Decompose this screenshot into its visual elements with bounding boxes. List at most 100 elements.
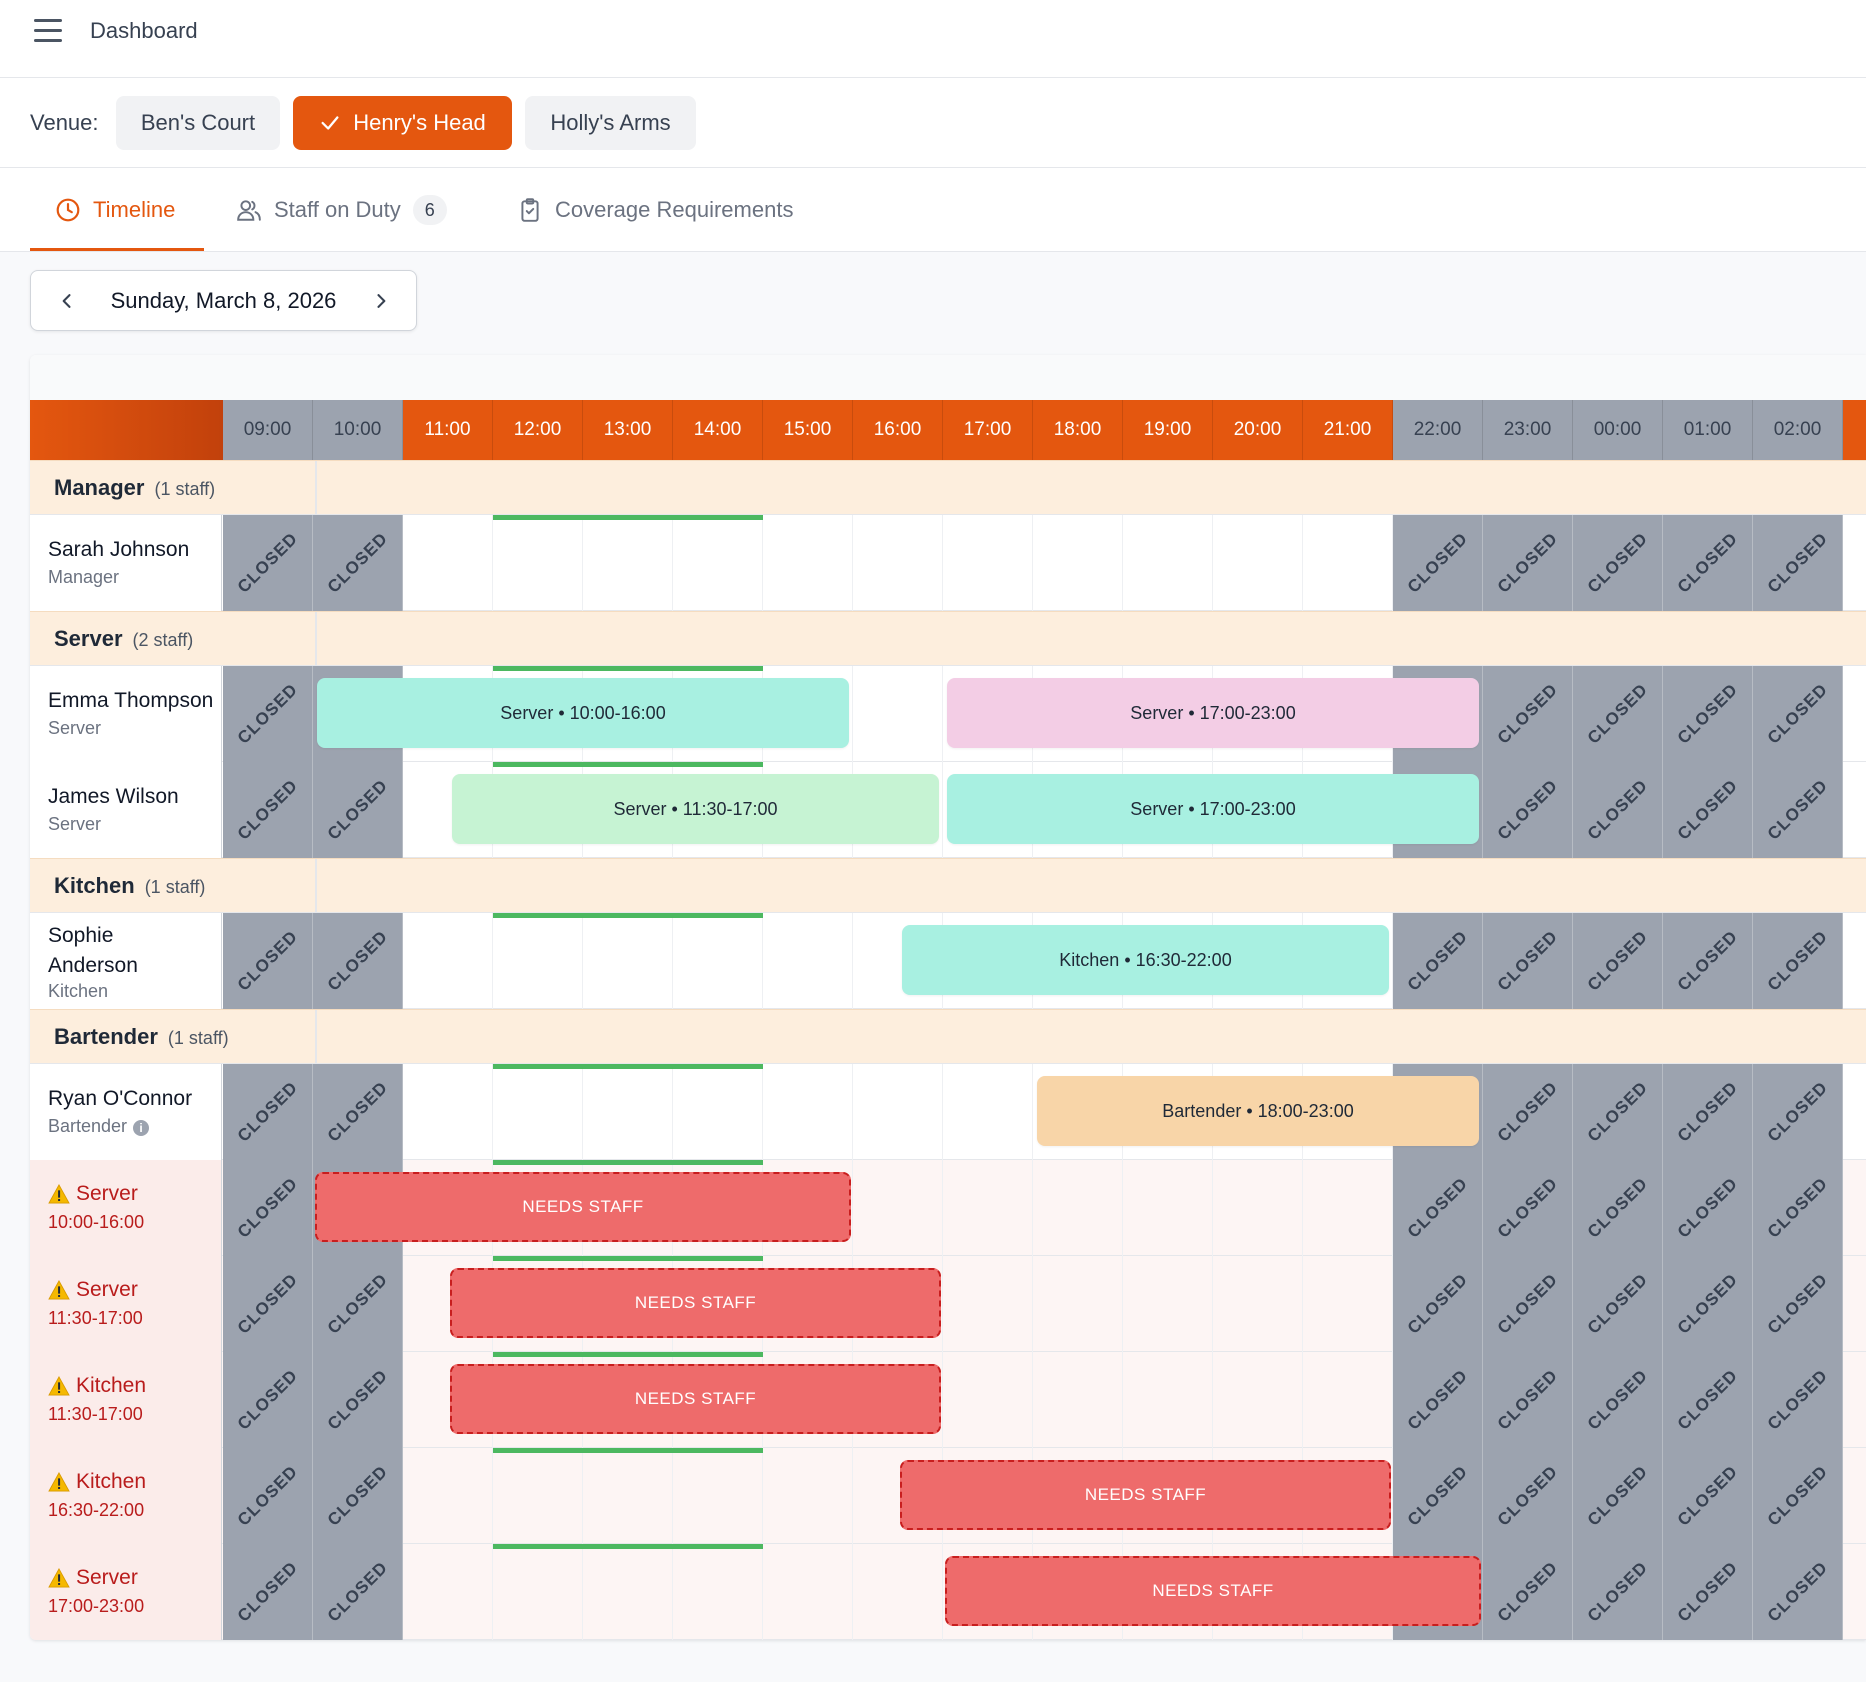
closed-label: CLOSED <box>1673 775 1742 844</box>
staff-name: Ryan O'Connor <box>48 1087 193 1110</box>
closed-label: CLOSED <box>1583 1461 1652 1530</box>
venue-option-henrys-head[interactable]: Henry's Head <box>293 96 512 150</box>
warning-icon <box>48 1568 70 1588</box>
closed-cell: CLOSED <box>1573 913 1663 1009</box>
uncovered-shift-cell: Server 17:00-23:00 <box>30 1544 222 1640</box>
hour-cell <box>583 913 673 1009</box>
needs-staff-block[interactable]: NEEDS STAFF <box>945 1556 1481 1626</box>
tab-label: Staff on Duty <box>274 197 401 222</box>
hour-header-tail <box>1843 400 1866 460</box>
closed-cell: CLOSED <box>1753 1160 1843 1256</box>
next-day-button[interactable] <box>367 287 395 315</box>
hour-cell <box>673 1544 763 1640</box>
closed-label: CLOSED <box>1403 1461 1472 1530</box>
closed-cell: CLOSED <box>1483 1544 1573 1640</box>
page-title: Dashboard <box>90 18 198 43</box>
venue-option-bens-court[interactable]: Ben's Court <box>116 96 280 150</box>
tab-timeline[interactable]: Timeline <box>55 168 175 252</box>
hour-cell <box>1033 1352 1123 1448</box>
warning-icon <box>48 1472 70 1492</box>
closed-label: CLOSED <box>323 1077 392 1146</box>
closed-cell: CLOSED <box>1663 762 1753 858</box>
uncovered-time: 10:00-16:00 <box>48 1212 145 1232</box>
hour-cell <box>403 1544 493 1640</box>
coverage-indicator <box>493 913 763 918</box>
hour-header: 00:00 <box>1573 400 1663 460</box>
coverage-indicator <box>493 1064 763 1069</box>
hour-cell <box>493 1544 583 1640</box>
tab-staff-on-duty[interactable]: Staff on Duty 6 <box>236 168 447 252</box>
venue-option-label: Henry's Head <box>353 110 486 135</box>
venue-option-hollys-arms[interactable]: Holly's Arms <box>525 96 696 150</box>
hour-cell <box>403 1448 493 1544</box>
closed-label: CLOSED <box>323 1365 392 1434</box>
staff-role: Bartender i <box>48 1116 150 1137</box>
hour-header: 01:00 <box>1663 400 1753 460</box>
coverage-indicator <box>493 666 763 671</box>
closed-cell: CLOSED <box>1753 1256 1843 1352</box>
tab-active-indicator <box>30 248 204 251</box>
needs-staff-block[interactable]: NEEDS STAFF <box>900 1460 1391 1530</box>
info-icon[interactable]: i <box>133 1120 150 1136</box>
shift-block[interactable]: Server • 17:00-23:00 <box>947 774 1479 844</box>
shift-block[interactable]: Server • 17:00-23:00 <box>947 678 1479 748</box>
hour-cell <box>763 1448 853 1544</box>
closed-cell: CLOSED <box>1753 666 1843 762</box>
hour-cell <box>493 1448 583 1544</box>
closed-label: CLOSED <box>323 1269 392 1338</box>
closed-label: CLOSED <box>1493 528 1562 597</box>
shift-block[interactable]: Server • 10:00-16:00 <box>317 678 849 748</box>
closed-label: CLOSED <box>1493 775 1562 844</box>
closed-cell: CLOSED <box>1753 913 1843 1009</box>
closed-cell: CLOSED <box>1483 1448 1573 1544</box>
closed-cell: CLOSED <box>1663 1448 1753 1544</box>
uncovered-shift-row: Server 17:00-23:00 CLOSED CLOSED CLOSED CLOSE… <box>30 1544 1866 1640</box>
uncovered-shift-cell: Kitchen 11:30-17:00 <box>30 1352 222 1448</box>
closed-cell: CLOSED <box>1393 1352 1483 1448</box>
tab-coverage-requirements[interactable]: Coverage Requirements <box>517 168 793 252</box>
coverage-indicator <box>493 515 763 520</box>
closed-cell: CLOSED <box>1393 515 1483 611</box>
closed-label: CLOSED <box>1673 679 1742 748</box>
hour-cell <box>1303 1352 1393 1448</box>
closed-label: CLOSED <box>1763 1173 1832 1242</box>
uncovered-shift-cell: Server 10:00-16:00 <box>30 1160 222 1256</box>
previous-day-button[interactable] <box>53 287 81 315</box>
needs-staff-block[interactable]: NEEDS STAFF <box>450 1268 941 1338</box>
shift-block[interactable]: Kitchen • 16:30-22:00 <box>902 925 1389 995</box>
shift-block[interactable]: Bartender • 18:00-23:00 <box>1037 1076 1479 1146</box>
timeline-card-header <box>30 355 1866 400</box>
closed-label: CLOSED <box>233 775 302 844</box>
closed-cell: CLOSED <box>313 1064 403 1160</box>
uncovered-shift-row: Kitchen 16:30-22:00 CLOSED CLOSED CLOSED CLOS… <box>30 1448 1866 1544</box>
closed-label: CLOSED <box>1493 679 1562 748</box>
staff-row: Emma Thompson Server CLOSED CLOSED CLOSED CLO… <box>30 666 1866 762</box>
staff-role: Server <box>48 814 102 834</box>
closed-label: CLOSED <box>323 528 392 597</box>
menu-icon[interactable] <box>34 19 62 43</box>
closed-label: CLOSED <box>1763 926 1832 995</box>
uncovered-shift-cell: Server 11:30-17:00 <box>30 1256 222 1352</box>
uncovered-role: Kitchen <box>48 1374 146 1398</box>
needs-staff-block[interactable]: NEEDS STAFF <box>450 1364 941 1434</box>
closed-label: CLOSED <box>233 926 302 995</box>
staff-count-badge: 6 <box>412 195 447 225</box>
needs-staff-block[interactable]: NEEDS STAFF <box>315 1172 851 1242</box>
closed-cell: CLOSED <box>1753 1544 1843 1640</box>
top-bar: Dashboard <box>0 0 1866 78</box>
warning-icon <box>48 1184 70 1204</box>
closed-label: CLOSED <box>1493 1365 1562 1434</box>
coverage-indicator <box>493 762 763 767</box>
hour-header: 16:00 <box>853 400 943 460</box>
closed-cell: CLOSED <box>1483 1256 1573 1352</box>
closed-label: CLOSED <box>1493 926 1562 995</box>
shift-block[interactable]: Server • 11:30-17:00 <box>452 774 939 844</box>
closed-cell: CLOSED <box>1483 515 1573 611</box>
closed-label: CLOSED <box>1403 1269 1472 1338</box>
closed-cell: CLOSED <box>1663 666 1753 762</box>
closed-cell: CLOSED <box>1573 1448 1663 1544</box>
uncovered-shift-cell: Kitchen 16:30-22:00 <box>30 1448 222 1544</box>
closed-cell: CLOSED <box>313 1352 403 1448</box>
warning-icon <box>48 1376 70 1396</box>
closed-cell: CLOSED <box>223 515 313 611</box>
